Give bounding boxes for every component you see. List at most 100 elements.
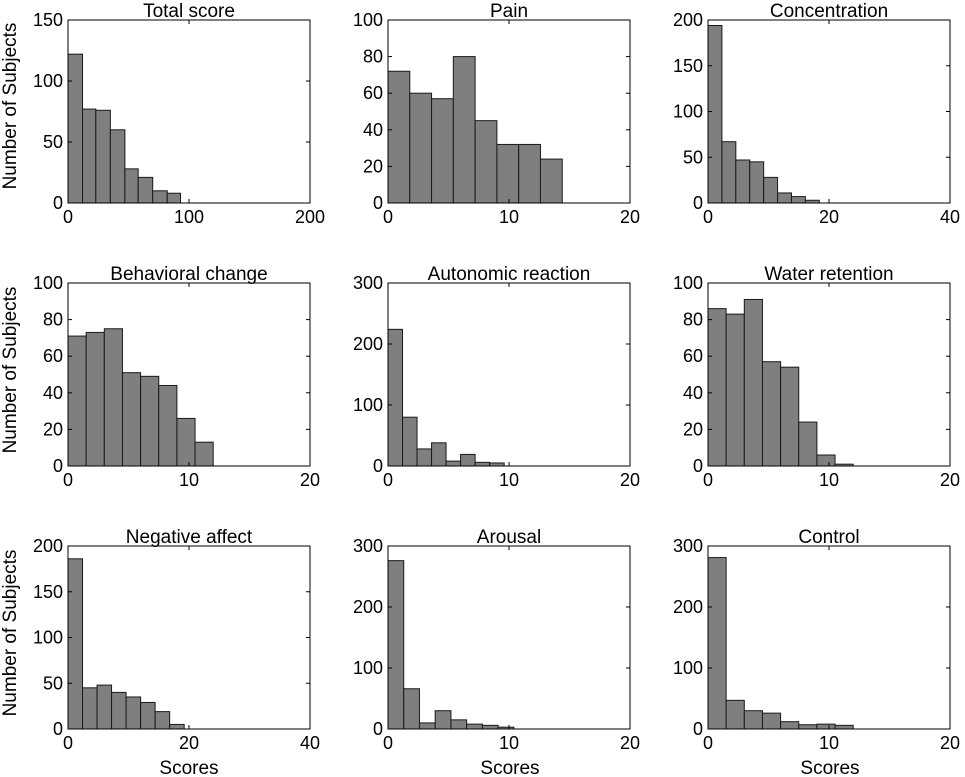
- xtick-label-pain-10: 10: [499, 207, 519, 227]
- axes-frame-autonomic-reaction: [387, 282, 631, 467]
- bar-total-score-4: [124, 168, 139, 204]
- bar-total-score-6: [152, 190, 168, 204]
- bar-arousal-1: [403, 688, 420, 730]
- bar-negative-affect-2: [96, 684, 113, 730]
- panel-negative-affect: 0 50 100 150 200 0 20 40 Negative affect: [33, 527, 320, 753]
- ytick-label-water-retention-100: 100: [673, 273, 703, 293]
- bar-water-retention-6: [816, 454, 836, 467]
- xtick-label-autonomic-reaction-0: 0: [383, 470, 393, 490]
- ytick-label-negative-affect-200: 200: [33, 536, 63, 556]
- y-axis-label-row-1: Number of Subjects: [0, 23, 21, 190]
- bar-behavioral-change-6: [176, 417, 196, 467]
- bar-control-1: [725, 699, 745, 730]
- ytick-label-behavioral-change-100: 100: [33, 273, 63, 293]
- ytick-label-control-300: 300: [673, 536, 703, 556]
- xtick-label-negative-affect-20: 20: [179, 733, 199, 753]
- bar-control-0: [707, 557, 727, 730]
- x-axis-label-col-2: Scores: [480, 758, 539, 777]
- xtick-label-concentration-40: 40: [940, 207, 960, 227]
- bar-behavioral-change-2: [103, 328, 123, 467]
- xtick-label-behavioral-change-10: 10: [179, 470, 199, 490]
- xtick-label-negative-affect-0: 0: [63, 733, 73, 753]
- bar-behavioral-change-4: [140, 375, 160, 467]
- ytick-label-water-retention-80: 80: [683, 310, 703, 330]
- ytick-label-behavioral-change-0: 0: [53, 456, 63, 476]
- chart-title-autonomic-reaction: Autonomic reaction: [428, 264, 591, 285]
- chart-title-total-score: Total score: [143, 1, 235, 22]
- xtick-label-behavioral-change-20: 20: [300, 470, 320, 490]
- ytick-label-water-retention-60: 60: [683, 346, 703, 366]
- chart-title-negative-affect: Negative affect: [126, 527, 253, 548]
- chart-title-concentration: Concentration: [770, 1, 888, 22]
- ytick-label-pain-20: 20: [363, 156, 383, 176]
- ytick-label-control-200: 200: [673, 597, 703, 617]
- bar-control-6: [816, 723, 836, 730]
- bar-negative-affect-3: [111, 691, 127, 730]
- xtick-label-control-20: 20: [940, 733, 960, 753]
- bar-negative-affect-1: [82, 687, 98, 730]
- ytick-label-negative-affect-0: 0: [53, 719, 63, 739]
- ytick-label-control-100: 100: [673, 658, 703, 678]
- xtick-label-concentration-20: 20: [819, 207, 839, 227]
- xtick-label-pain-0: 0: [383, 207, 393, 227]
- bar-autonomic-reaction-5: [460, 453, 476, 467]
- bar-negative-affect-7: [169, 723, 185, 730]
- bar-total-score-2: [95, 109, 111, 204]
- bar-control-7: [834, 724, 854, 730]
- ytick-label-concentration-200: 200: [673, 10, 703, 30]
- bar-pain-3: [452, 56, 476, 204]
- x-axis-label-col-3: Scores: [800, 758, 859, 777]
- ytick-label-autonomic-reaction-100: 100: [353, 395, 383, 415]
- panel-autonomic-reaction: 0 100 200 300 0 10 20 Autonomic reaction: [353, 264, 640, 490]
- ytick-label-behavioral-change-60: 60: [43, 346, 63, 366]
- ytick-label-arousal-100: 100: [353, 658, 383, 678]
- ytick-label-concentration-100: 100: [673, 102, 703, 122]
- xtick-label-behavioral-change-0: 0: [63, 470, 73, 490]
- bar-control-4: [780, 721, 800, 730]
- bar-arousal-6: [481, 724, 499, 730]
- xtick-label-autonomic-reaction-10: 10: [499, 470, 519, 490]
- ytick-label-behavioral-change-40: 40: [43, 383, 63, 403]
- bar-autonomic-reaction-1: [402, 416, 418, 467]
- panel-control: 0 100 200 300 0 10 20 Control: [673, 527, 960, 753]
- ytick-label-total-score-100: 100: [33, 71, 63, 91]
- ytick-label-negative-affect-150: 150: [33, 582, 63, 602]
- xtick-label-water-retention-20: 20: [940, 470, 960, 490]
- ytick-label-arousal-300: 300: [353, 536, 383, 556]
- chart-title-water-retention: Water retention: [764, 264, 893, 285]
- panel-water-retention: 0 20 40 60 80 100 0 10 20 Water retention: [673, 264, 960, 490]
- ytick-label-water-retention-20: 20: [683, 419, 703, 439]
- ytick-label-control-0: 0: [693, 719, 703, 739]
- bar-pain-1: [409, 92, 433, 204]
- bar-water-retention-5: [798, 421, 818, 467]
- bar-arousal-4: [450, 719, 468, 730]
- y-axis-label-row-2: Number of Subjects: [0, 287, 21, 454]
- bar-behavioral-change-0: [67, 335, 87, 467]
- bar-total-score-5: [137, 176, 154, 204]
- bar-autonomic-reaction-6: [474, 461, 491, 467]
- bar-behavioral-change-7: [194, 441, 214, 467]
- bar-negative-affect-5: [140, 701, 156, 730]
- ytick-label-pain-0: 0: [373, 193, 383, 213]
- xtick-label-total-score-200: 200: [295, 207, 325, 227]
- bar-pain-7: [539, 158, 563, 204]
- bar-arousal-2: [418, 722, 436, 730]
- chart-title-pain: Pain: [490, 1, 528, 22]
- xtick-label-water-retention-10: 10: [819, 470, 839, 490]
- ytick-label-pain-100: 100: [353, 10, 383, 30]
- panel-arousal: 0 100 200 300 0 10 20 Arousal: [353, 527, 640, 753]
- bar-pain-6: [518, 143, 541, 204]
- bar-concentration-6: [790, 196, 806, 204]
- bar-concentration-4: [763, 176, 779, 204]
- bar-pain-4: [474, 120, 498, 204]
- bar-pain-2: [431, 98, 454, 204]
- bar-total-score-1: [82, 108, 97, 204]
- chart-title-control: Control: [798, 527, 859, 548]
- ytick-label-concentration-50: 50: [683, 147, 703, 167]
- ytick-label-water-retention-40: 40: [683, 383, 703, 403]
- panel-concentration: 0 50 100 150 200 0 20 40 Concentration: [673, 1, 960, 227]
- bar-pain-5: [496, 143, 520, 204]
- xtick-label-water-retention-0: 0: [703, 470, 713, 490]
- bar-autonomic-reaction-4: [445, 460, 462, 467]
